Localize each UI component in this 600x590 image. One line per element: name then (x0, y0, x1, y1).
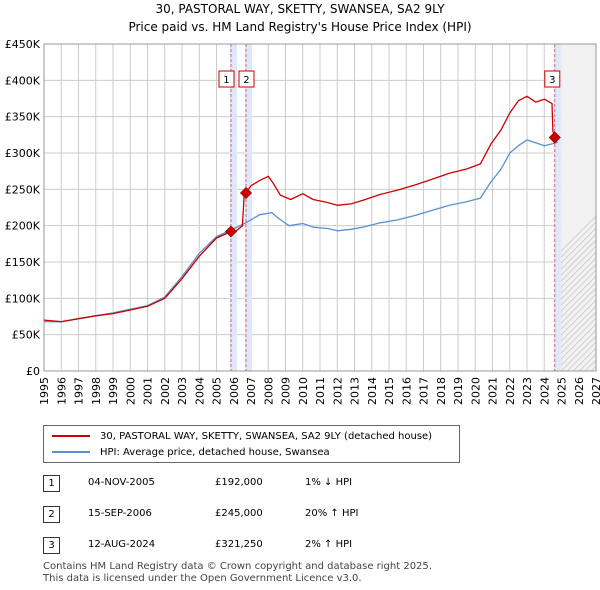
sale-band (244, 44, 252, 371)
x-tick-label: 2025 (556, 377, 569, 405)
plot-frame (43, 43, 597, 372)
x-tick-label: 2007 (245, 377, 258, 405)
x-tick-label: 2014 (366, 377, 379, 405)
x-tick-label: 2016 (400, 377, 413, 405)
x-tick-label: 2020 (469, 377, 482, 405)
x-tick-label: 2022 (504, 377, 517, 405)
y-tick-label: £100K (5, 292, 41, 305)
x-tick-label: 2001 (142, 377, 155, 405)
chart-title: 30, PASTORAL WAY, SKETTY, SWANSEA, SA2 9… (155, 2, 445, 16)
x-tick-label: 2018 (435, 377, 448, 405)
sale-label: 3 (549, 75, 555, 86)
x-tick-label: 1998 (90, 377, 103, 405)
x-tick-label: 2003 (176, 377, 189, 405)
transaction-row: 1 04-NOV-2005 £192,000 1% ↓ HPI (43, 475, 463, 495)
chart-subtitle: Price paid vs. HM Land Registry's House … (128, 20, 472, 34)
y-tick-label: £250K (5, 183, 41, 196)
x-tick-label: 2023 (521, 377, 534, 405)
x-tick-label: 2012 (331, 377, 344, 405)
future-hatch-line (561, 281, 597, 318)
transaction-row: 2 15-SEP-2006 £245,000 20% ↑ HPI (43, 506, 463, 526)
legend-item-property: 30, PASTORAL WAY, SKETTY, SWANSEA, SA2 9… (52, 429, 432, 443)
property-price-line (43, 95, 556, 323)
future-hatch-line (561, 293, 597, 330)
x-tick-label: 2021 (487, 377, 500, 405)
x-tick-label: 2015 (383, 377, 396, 405)
sale-marker (548, 131, 561, 144)
x-tick-label: 2005 (211, 377, 224, 405)
legend-swatch-property (52, 435, 90, 437)
x-tick-label: 2004 (193, 377, 206, 405)
transaction-hpi-change: 2% ↑ HPI (305, 539, 353, 550)
future-hatch-line (561, 311, 597, 348)
x-tick-label: 1996 (55, 377, 68, 405)
legend: 30, PASTORAL WAY, SKETTY, SWANSEA, SA2 9… (43, 425, 460, 463)
y-tick-label: £350K (5, 111, 41, 124)
legend-swatch-hpi (52, 451, 90, 453)
x-tick-label: 2013 (349, 377, 362, 405)
y-tick-label: £300K (5, 147, 41, 160)
y-tick-label: £150K (5, 256, 41, 269)
x-tick-label: 1997 (73, 377, 86, 405)
future-region (561, 44, 596, 371)
transaction-date: 04-NOV-2005 (88, 477, 155, 488)
y-tick-label: £50K (12, 329, 41, 342)
sale-label: 1 (223, 75, 229, 86)
x-tick-label: 2006 (228, 377, 241, 405)
transaction-hpi-change: 20% ↑ HPI (305, 508, 359, 519)
sale-band (229, 44, 237, 371)
x-tick-label: 2011 (314, 377, 327, 405)
footer-copyright: Contains HM Land Registry data © Crown c… (43, 561, 432, 572)
y-tick-label: £200K (5, 220, 41, 233)
sale-label-box (238, 70, 255, 88)
x-tick-label: 2002 (159, 377, 172, 405)
x-tick-label: 2010 (297, 377, 310, 405)
x-tick-label: 1995 (38, 377, 51, 405)
x-tick-label: 2024 (538, 377, 551, 405)
x-tick-label: 2009 (280, 377, 293, 405)
transaction-row: 3 12-AUG-2024 £321,250 2% ↑ HPI (43, 537, 463, 557)
future-hatch-line (561, 299, 597, 336)
legend-label-property: 30, PASTORAL WAY, SKETTY, SWANSEA, SA2 9… (100, 430, 433, 442)
x-tick-label: 2008 (262, 377, 275, 405)
x-tick-label: 1999 (107, 377, 120, 405)
sale-label-box (544, 70, 561, 88)
sale-marker (239, 186, 253, 199)
legend-label-hpi: HPI: Average price, detached house, Swan… (100, 446, 330, 458)
x-tick-label: 2026 (573, 377, 586, 405)
sale-label-box (218, 70, 235, 88)
transaction-price: £192,000 (215, 477, 263, 488)
x-tick-label: 2019 (452, 377, 465, 405)
y-tick-label: £400K (5, 74, 41, 87)
legend-item-hpi: HPI: Average price, detached house, Swan… (52, 445, 330, 459)
y-tick-label: £0 (26, 365, 40, 378)
future-hatch-line (561, 305, 597, 342)
price-chart: £0 £50K £100K £150K £200K £250K £300K £350K £400… (5, 38, 600, 405)
x-tick-label: 2000 (124, 377, 137, 405)
transaction-date: 15-SEP-2006 (88, 508, 152, 519)
transaction-date: 12-AUG-2024 (88, 539, 156, 550)
transaction-price: £321,250 (215, 539, 263, 550)
transaction-hpi-change: 1% ↓ HPI (305, 477, 353, 488)
footer-license: This data is licensed under the Open Gov… (43, 573, 362, 584)
hpi-line (43, 139, 559, 323)
y-tick-label: £450K (5, 38, 41, 51)
transaction-price: £245,000 (215, 508, 263, 519)
sale-label: 2 (243, 75, 249, 86)
sale-marker (224, 225, 238, 238)
transaction-number: 3 (43, 537, 60, 554)
x-tick-label: 2017 (418, 377, 431, 405)
x-tick-label: 2027 (590, 377, 600, 405)
sale-band (553, 44, 561, 371)
transaction-number: 2 (43, 506, 60, 523)
future-hatch-line (561, 287, 597, 324)
transaction-number: 1 (43, 475, 60, 492)
